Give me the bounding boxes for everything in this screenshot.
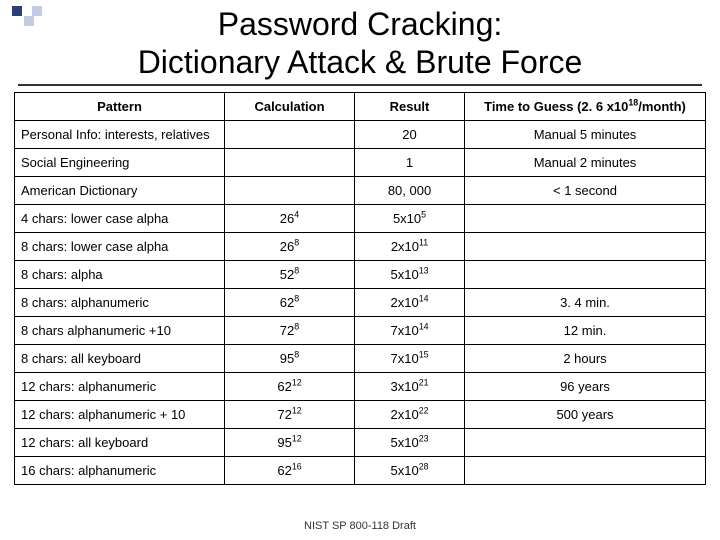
cell-pattern: 8 chars alphanumeric +10: [15, 316, 225, 344]
square-icon: [24, 16, 34, 26]
cell-calculation: 628: [225, 288, 355, 316]
cell-calculation: 264: [225, 204, 355, 232]
cell-calculation: 528: [225, 260, 355, 288]
cell-pattern: Social Engineering: [15, 148, 225, 176]
table-header-row: Pattern Calculation Result Time to Guess…: [15, 92, 706, 120]
table-row: 4 chars: lower case alpha2645x105: [15, 204, 706, 232]
table-row: Social Engineering 1Manual 2 minutes: [15, 148, 706, 176]
cell-result: 5x1023: [355, 428, 465, 456]
cell-calculation: [225, 176, 355, 204]
square-icon: [32, 6, 42, 16]
cell-result: 20: [355, 120, 465, 148]
table-row: Personal Info: interests, relatives 20Man…: [15, 120, 706, 148]
title-underline: [18, 84, 702, 86]
cell-pattern: 8 chars: alpha: [15, 260, 225, 288]
cell-result: 7x1014: [355, 316, 465, 344]
cell-calculation: 268: [225, 232, 355, 260]
cell-calculation: 958: [225, 344, 355, 372]
col-result: Result: [355, 92, 465, 120]
cell-calculation: [225, 148, 355, 176]
cell-time-to-guess: 2 hours: [465, 344, 706, 372]
table-row: 16 chars: alphanumeric62165x1028: [15, 456, 706, 484]
cell-pattern: 12 chars: all keyboard: [15, 428, 225, 456]
cell-result: 5x1028: [355, 456, 465, 484]
cell-time-to-guess: [465, 456, 706, 484]
cell-result: 2x1022: [355, 400, 465, 428]
cell-time-to-guess: 3. 4 min.: [465, 288, 706, 316]
cell-result: 3x1021: [355, 372, 465, 400]
cell-time-to-guess: [465, 260, 706, 288]
cell-calculation: 6216: [225, 456, 355, 484]
cell-result: 2x1011: [355, 232, 465, 260]
cell-pattern: Personal Info: interests, relatives: [15, 120, 225, 148]
cell-pattern: 8 chars: all keyboard: [15, 344, 225, 372]
cell-time-to-guess: 96 years: [465, 372, 706, 400]
cell-time-to-guess: [465, 232, 706, 260]
cell-pattern: 8 chars: lower case alpha: [15, 232, 225, 260]
cell-pattern: 16 chars: alphanumeric: [15, 456, 225, 484]
cell-calculation: 9512: [225, 428, 355, 456]
cell-calculation: [225, 120, 355, 148]
cell-result: 2x1014: [355, 288, 465, 316]
cell-pattern: American Dictionary: [15, 176, 225, 204]
cell-result: 80, 000: [355, 176, 465, 204]
cell-time-to-guess: < 1 second: [465, 176, 706, 204]
table-row: 8 chars: all keyboard9587x10152 hours: [15, 344, 706, 372]
cell-time-to-guess: Manual 2 minutes: [465, 148, 706, 176]
cell-calculation: 6212: [225, 372, 355, 400]
table-row: 12 chars: all keyboard95125x1023: [15, 428, 706, 456]
cell-calculation: 728: [225, 316, 355, 344]
cell-time-to-guess: Manual 5 minutes: [465, 120, 706, 148]
col-time-to-guess: Time to Guess (2. 6 x1018/month): [465, 92, 706, 120]
col-calculation: Calculation: [225, 92, 355, 120]
col-pattern: Pattern: [15, 92, 225, 120]
footer-note: NIST SP 800-118 Draft: [304, 520, 416, 532]
cell-result: 5x1013: [355, 260, 465, 288]
cell-pattern: 8 chars: alphanumeric: [15, 288, 225, 316]
table-row: American Dictionary 80, 000< 1 second: [15, 176, 706, 204]
cell-result: 1: [355, 148, 465, 176]
table-row: 8 chars: alphanumeric6282x10143. 4 min.: [15, 288, 706, 316]
title-line-1: Password Cracking:: [218, 6, 503, 42]
password-table: Pattern Calculation Result Time to Guess…: [14, 92, 706, 485]
table-row: 8 chars: lower case alpha2682x1011: [15, 232, 706, 260]
cell-result: 7x1015: [355, 344, 465, 372]
cell-result: 5x105: [355, 204, 465, 232]
cell-pattern: 12 chars: alphanumeric: [15, 372, 225, 400]
table-row: 8 chars: alpha5285x1013: [15, 260, 706, 288]
corner-decoration: [12, 6, 42, 26]
table-row: 12 chars: alphanumeric62123x102196 years: [15, 372, 706, 400]
title-line-2: Dictionary Attack & Brute Force: [138, 44, 583, 80]
page-title: Password Cracking: Dictionary Attack & B…: [0, 0, 720, 84]
cell-time-to-guess: 12 min.: [465, 316, 706, 344]
cell-pattern: 12 chars: alphanumeric + 10: [15, 400, 225, 428]
cell-time-to-guess: [465, 428, 706, 456]
cell-calculation: 7212: [225, 400, 355, 428]
table-row: 8 chars alphanumeric +107287x101412 min.: [15, 316, 706, 344]
cell-time-to-guess: [465, 204, 706, 232]
table-body: Personal Info: interests, relatives 20Man…: [15, 120, 706, 484]
cell-pattern: 4 chars: lower case alpha: [15, 204, 225, 232]
cell-time-to-guess: 500 years: [465, 400, 706, 428]
table-row: 12 chars: alphanumeric + 1072122x1022500…: [15, 400, 706, 428]
square-icon: [12, 6, 22, 16]
